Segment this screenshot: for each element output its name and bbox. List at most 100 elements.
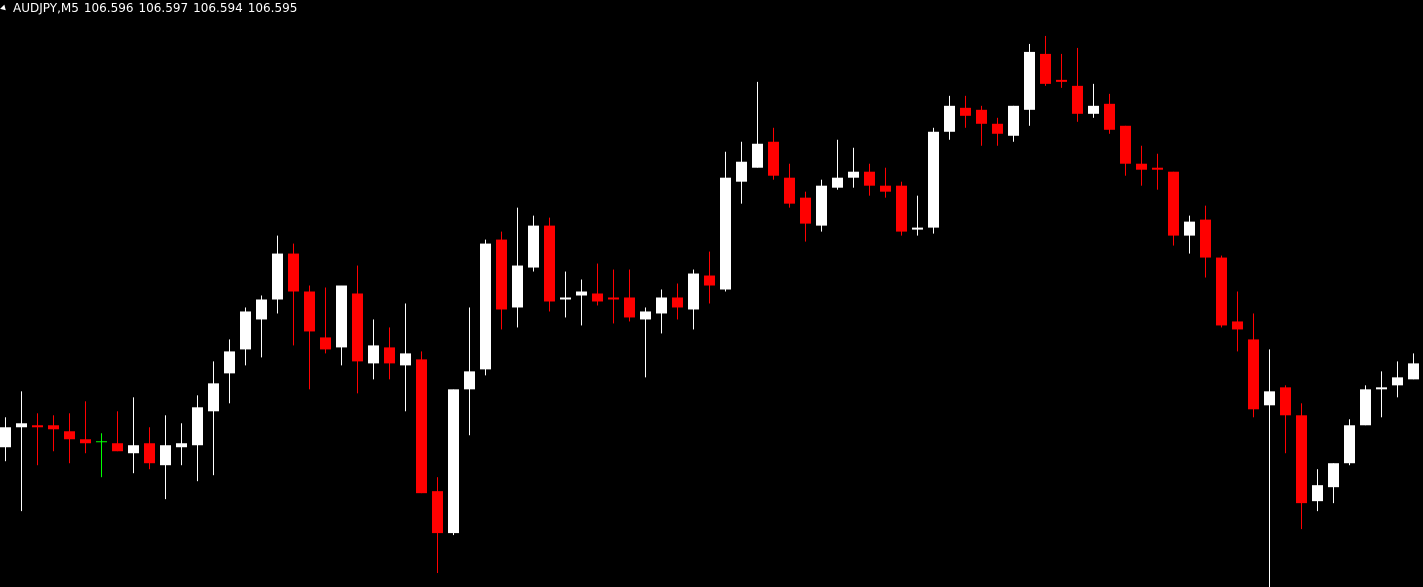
- candle-body: [1200, 219, 1211, 258]
- candle-wick: [917, 195, 918, 236]
- candle: [1296, 403, 1307, 530]
- candle-body: [848, 171, 859, 178]
- candle-body: [1008, 105, 1019, 136]
- candle: [240, 307, 251, 366]
- candle-body: [112, 443, 123, 452]
- candle-body: [672, 297, 683, 308]
- candle-body: [1088, 105, 1099, 114]
- candle: [1360, 385, 1371, 426]
- symbol-timeframe: AUDJPY,M5: [13, 1, 79, 15]
- candle-body: [624, 297, 635, 318]
- candle-wick: [565, 271, 566, 318]
- candle: [720, 151, 731, 292]
- candle: [608, 269, 619, 324]
- candle: [880, 167, 891, 198]
- candle-body: [864, 171, 875, 186]
- candle: [800, 191, 811, 242]
- collapse-arrow-icon[interactable]: [0, 4, 8, 12]
- ohlc-high: 106.597: [138, 1, 189, 15]
- candle: [16, 391, 27, 512]
- candle-body: [656, 297, 667, 314]
- candle: [672, 283, 683, 320]
- candle: [176, 423, 187, 466]
- candle-wick: [117, 411, 118, 452]
- candle: [768, 127, 779, 180]
- candle: [1248, 313, 1259, 418]
- candle: [1120, 125, 1131, 176]
- candle-body: [704, 275, 715, 286]
- candle-body: [480, 243, 491, 370]
- candle: [1392, 361, 1403, 398]
- candle: [736, 141, 747, 204]
- candle: [544, 217, 555, 312]
- candle-wick: [21, 391, 22, 512]
- candle: [400, 303, 411, 412]
- candle-body: [448, 389, 459, 534]
- candle-body: [608, 297, 619, 300]
- candle-wick: [1269, 349, 1270, 587]
- candle-body: [1280, 387, 1291, 416]
- candle-body: [1072, 85, 1083, 114]
- candle-body: [976, 109, 987, 124]
- candle-body: [464, 371, 475, 390]
- candle: [160, 415, 171, 500]
- candle-body: [320, 337, 331, 350]
- candle: [432, 477, 443, 574]
- candle-wick: [1157, 153, 1158, 190]
- candle-body: [96, 441, 107, 443]
- candle: [80, 401, 91, 454]
- candle-body: [592, 293, 603, 302]
- candle-wick: [613, 269, 614, 324]
- candle-wick: [261, 295, 262, 358]
- candle-body: [496, 239, 507, 310]
- candle-body: [1328, 463, 1339, 488]
- candle-body: [1152, 167, 1163, 170]
- candle: [976, 105, 987, 146]
- candle-body: [1024, 51, 1035, 110]
- candle-body: [1184, 221, 1195, 236]
- candle-body: [368, 345, 379, 364]
- candle-wick: [981, 105, 982, 146]
- candle: [1408, 353, 1419, 380]
- candle-wick: [853, 147, 854, 188]
- candle-body: [896, 185, 907, 232]
- candle-body: [16, 423, 27, 428]
- candle: [560, 271, 571, 318]
- candle-body: [1344, 425, 1355, 464]
- candle: [128, 397, 139, 474]
- candle-body: [240, 311, 251, 350]
- candle: [1376, 371, 1387, 418]
- candle-body: [48, 425, 59, 430]
- candle-body: [1056, 79, 1067, 82]
- candle-wick: [597, 263, 598, 306]
- candle: [640, 307, 651, 378]
- candle: [1328, 463, 1339, 504]
- candle: [496, 231, 507, 330]
- candle-body: [688, 273, 699, 310]
- candle-body: [1376, 387, 1387, 390]
- candle-wick: [1381, 371, 1382, 418]
- candle-body: [288, 253, 299, 292]
- candle: [224, 339, 235, 404]
- candle-body: [32, 425, 43, 428]
- candle: [1184, 215, 1195, 254]
- candle: [288, 243, 299, 346]
- candle: [304, 285, 315, 390]
- candle: [688, 269, 699, 330]
- candle-wick: [213, 361, 214, 476]
- candle-body: [384, 347, 395, 364]
- candle-body: [272, 253, 283, 300]
- candle-body: [224, 351, 235, 374]
- candle: [48, 415, 59, 452]
- candle-body: [576, 291, 587, 296]
- candle: [528, 215, 539, 272]
- candle-body: [880, 185, 891, 192]
- candle: [256, 295, 267, 358]
- candle-body: [1408, 363, 1419, 380]
- candle: [336, 285, 347, 366]
- candle-wick: [629, 269, 630, 322]
- candle-body: [1120, 125, 1131, 164]
- candle: [1056, 53, 1067, 88]
- candle-body: [1312, 485, 1323, 502]
